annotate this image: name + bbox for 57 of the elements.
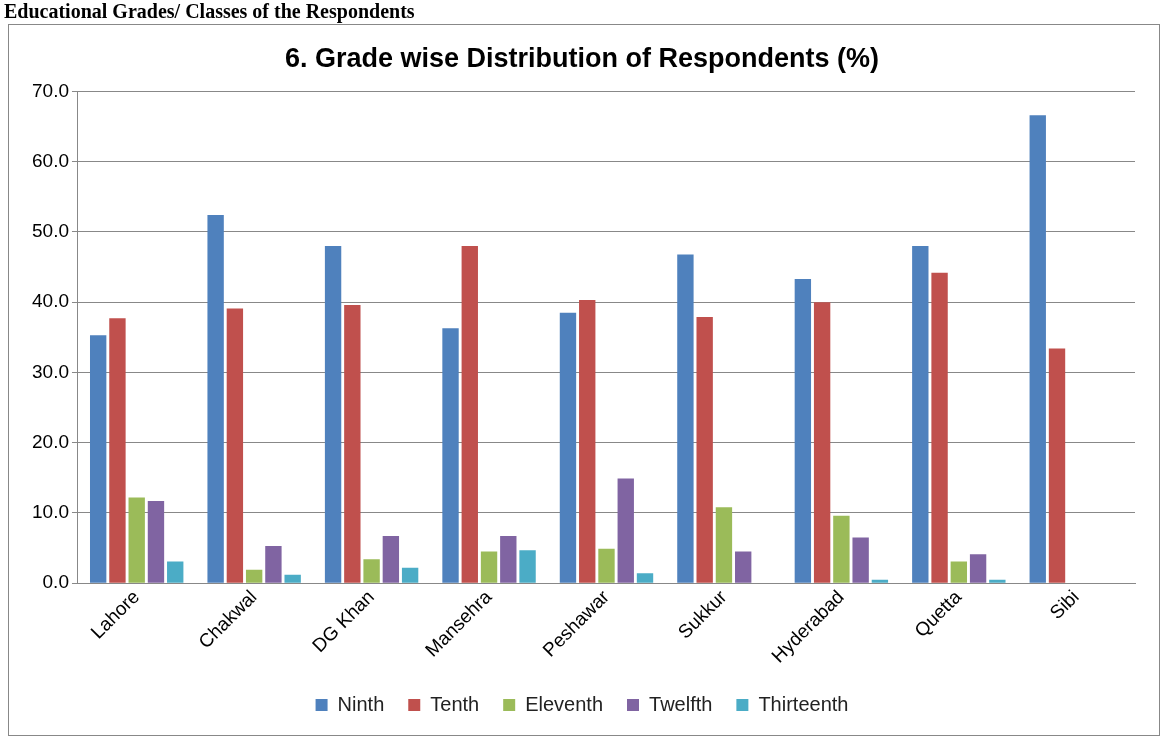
x-tick-label: Sibi	[1045, 585, 1083, 624]
bar	[833, 515, 850, 583]
bar	[871, 579, 889, 583]
chart-title: 6. Grade wise Distribution of Respondents (%)	[284, 42, 880, 73]
bar	[344, 304, 361, 583]
bar	[617, 478, 634, 583]
bar	[284, 574, 301, 583]
y-tick-label: 0.0	[42, 571, 69, 593]
bar	[226, 308, 244, 583]
bar	[500, 536, 517, 583]
bar	[852, 537, 869, 583]
y-tick-label: 60.0	[32, 149, 69, 171]
bar	[461, 245, 478, 583]
bar	[245, 569, 263, 583]
legend-label: Thirteenth	[758, 692, 849, 715]
text: Educational Grades/ Classes of the Respondents	[4, 0, 415, 22]
bar	[677, 254, 694, 583]
bar	[950, 561, 968, 583]
bar	[128, 497, 145, 583]
bar	[401, 567, 419, 583]
bar	[969, 554, 987, 583]
y-tick-label: 50.0	[32, 220, 69, 242]
bar	[109, 318, 126, 583]
bar	[324, 245, 342, 583]
bar	[442, 328, 459, 583]
bar	[931, 272, 948, 583]
bar	[579, 300, 596, 583]
y-tick-label: 70.0	[32, 79, 69, 101]
bar	[363, 559, 380, 583]
bar	[813, 302, 831, 583]
bar	[696, 316, 713, 583]
bar	[735, 551, 752, 583]
y-tick-label: 20.0	[32, 430, 69, 452]
bar	[1029, 115, 1046, 583]
bar	[715, 507, 733, 583]
bar	[519, 550, 536, 583]
y-tick-label: 10.0	[32, 501, 69, 523]
bar	[89, 335, 107, 583]
bar	[265, 545, 282, 583]
bar	[167, 561, 184, 583]
bar	[989, 579, 1006, 583]
bar	[480, 551, 498, 583]
bar	[207, 215, 224, 583]
bar	[598, 548, 615, 583]
bar	[559, 312, 577, 583]
bar	[794, 278, 812, 583]
y-tick-label: 40.0	[32, 290, 69, 312]
legend-label: Tenth	[430, 692, 480, 715]
bar	[147, 500, 165, 583]
y-tick-label: 30.0	[32, 360, 69, 382]
bar	[636, 573, 654, 583]
bar	[912, 245, 929, 583]
legend-label: Twelfth	[649, 692, 713, 715]
legend-label: Eleventh	[525, 692, 604, 715]
bar	[382, 536, 400, 583]
bar	[1048, 348, 1066, 583]
legend-label: Ninth	[337, 692, 385, 715]
